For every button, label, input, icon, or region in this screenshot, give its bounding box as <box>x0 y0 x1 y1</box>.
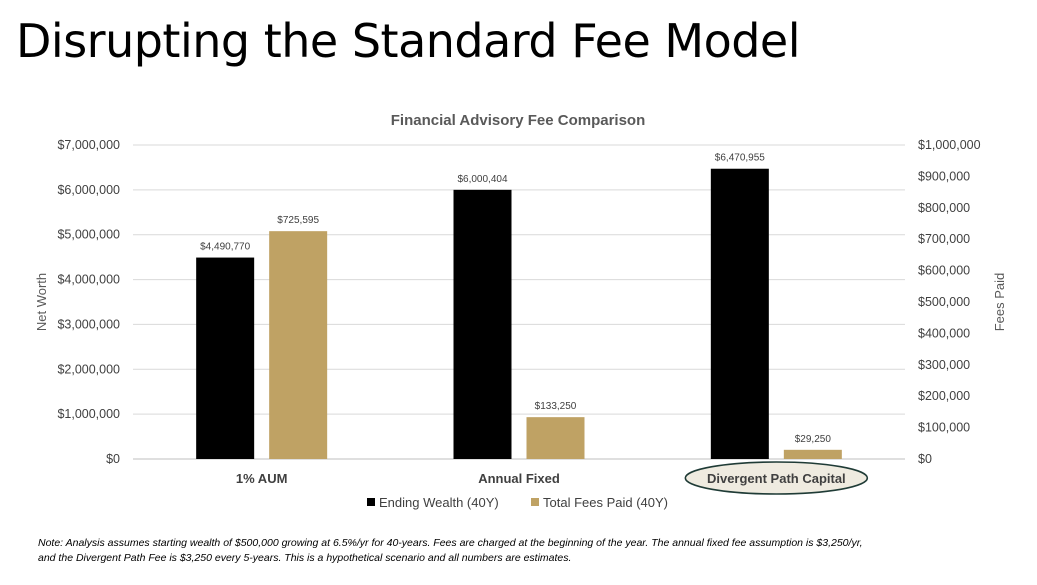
y2-tick-label: $500,000 <box>918 295 970 309</box>
y-tick-label: $0 <box>106 452 120 466</box>
data-label: $6,000,404 <box>457 174 507 185</box>
category-highlight <box>684 461 869 495</box>
data-label: $29,250 <box>795 434 832 445</box>
category-label: Annual Fixed <box>478 471 560 486</box>
bar-ending-wealth <box>710 168 769 459</box>
highlight-ellipse <box>684 461 869 495</box>
legend-label-total-fees: Total Fees Paid (40Y) <box>543 495 668 510</box>
y-tick-label: $7,000,000 <box>57 138 120 152</box>
y-axis-title: Net Worth <box>34 273 49 331</box>
data-label: $133,250 <box>535 401 577 412</box>
legend-swatch-total-fees <box>531 498 539 506</box>
y-axis-left: $0 $1,000,000 $2,000,000 $3,000,000 $4,000,0… <box>57 138 120 466</box>
y2-tick-label: $600,000 <box>918 264 970 278</box>
category-label: 1% AUM <box>236 471 288 486</box>
chart-title: Financial Advisory Fee Comparison <box>391 112 646 129</box>
y2-tick-label: $0 <box>918 452 932 466</box>
legend-swatch-ending-wealth <box>367 498 375 506</box>
y-tick-label: $5,000,000 <box>57 228 120 242</box>
category-label: Divergent Path Capital <box>707 471 846 486</box>
data-label: $6,470,955 <box>715 153 765 164</box>
y2-tick-label: $800,000 <box>918 201 970 215</box>
data-label: $725,595 <box>277 215 319 226</box>
bar-total-fees <box>526 417 585 459</box>
slide-title: Disrupting the Standard Fee Model <box>16 14 801 68</box>
y-tick-label: $3,000,000 <box>57 317 120 331</box>
bar-total-fees <box>269 231 328 459</box>
y2-tick-label: $100,000 <box>918 421 970 435</box>
y-tick-label: $2,000,000 <box>57 362 120 376</box>
gridlines <box>133 144 905 460</box>
category-axis: 1% AUM Annual Fixed Divergent Path Capital <box>236 471 846 486</box>
y2-tick-label: $700,000 <box>918 232 970 246</box>
data-label: $4,490,770 <box>200 242 250 253</box>
bar-ending-wealth <box>453 189 512 459</box>
y2-tick-label: $900,000 <box>918 169 970 183</box>
bars <box>196 168 842 459</box>
data-labels: $4,490,770 $725,595 $6,000,404 $133,250 $6,4… <box>200 153 831 445</box>
fee-comparison-chart: $4,490,770 $725,595 $6,000,404 $133,250 $6,4… <box>34 112 1007 510</box>
legend: Ending Wealth (40Y) Total Fees Paid (40Y… <box>367 495 668 510</box>
y2-tick-label: $300,000 <box>918 358 970 372</box>
y-axis-right: $0 $100,000 $200,000 $300,000 $400,000 $500,0… <box>918 138 981 466</box>
bar-ending-wealth <box>196 257 255 459</box>
bar-total-fees <box>783 449 842 459</box>
y2-tick-label: $1,000,000 <box>918 138 981 152</box>
y2-tick-label: $200,000 <box>918 389 970 403</box>
y-tick-label: $1,000,000 <box>57 407 120 421</box>
y2-tick-label: $400,000 <box>918 326 970 340</box>
footnote: Note: Analysis assumes starting wealth o… <box>38 537 863 564</box>
y-tick-label: $4,000,000 <box>57 273 120 287</box>
legend-label-ending-wealth: Ending Wealth (40Y) <box>379 495 499 510</box>
y2-axis-title: Fees Paid <box>992 273 1007 332</box>
y-tick-label: $6,000,000 <box>57 183 120 197</box>
